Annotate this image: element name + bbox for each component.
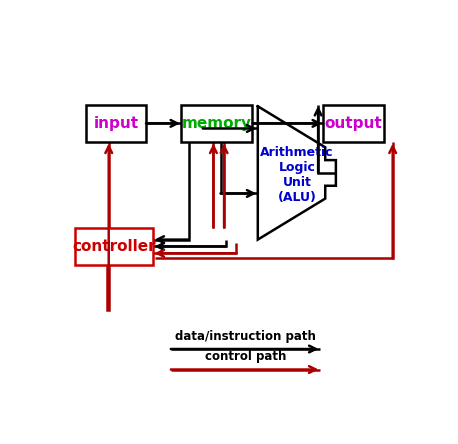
Text: control path: control path: [205, 350, 286, 363]
Text: input: input: [93, 116, 138, 131]
FancyBboxPatch shape: [323, 105, 384, 142]
FancyBboxPatch shape: [181, 105, 252, 142]
Text: output: output: [325, 116, 382, 131]
Text: controller: controller: [72, 239, 156, 254]
Text: Arithmetic
Logic
Unit
(ALU): Arithmetic Logic Unit (ALU): [260, 146, 333, 204]
FancyBboxPatch shape: [75, 228, 153, 265]
Text: memory: memory: [182, 116, 252, 131]
Text: data/instruction path: data/instruction path: [175, 330, 316, 343]
FancyBboxPatch shape: [86, 105, 146, 142]
